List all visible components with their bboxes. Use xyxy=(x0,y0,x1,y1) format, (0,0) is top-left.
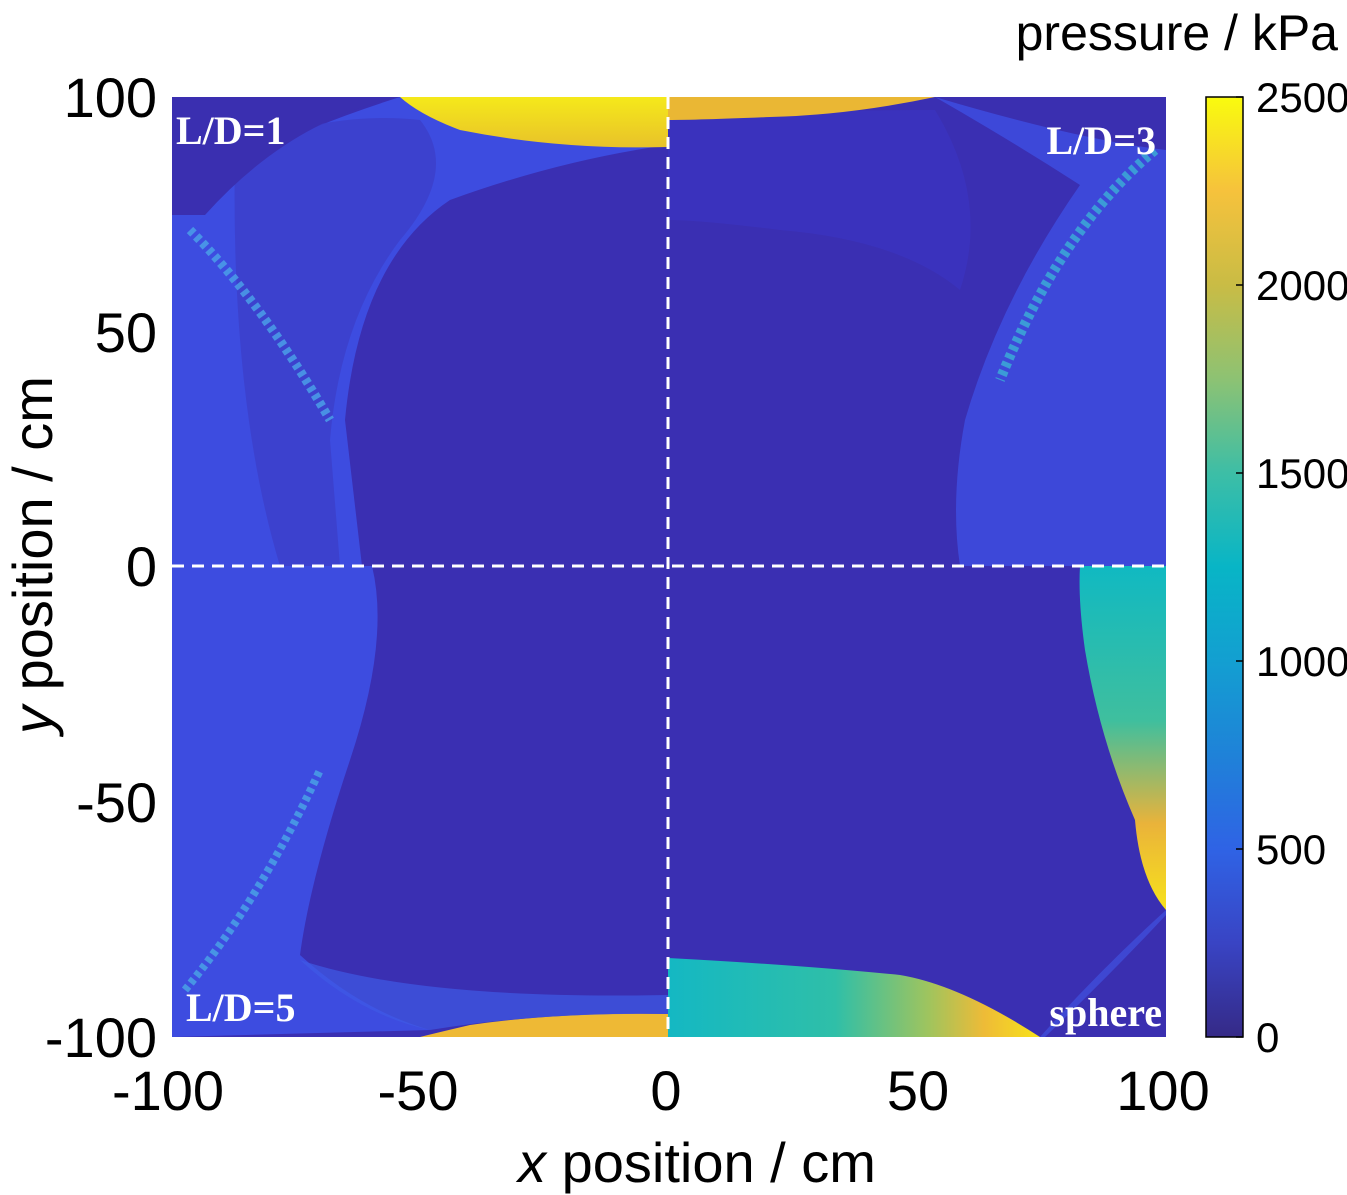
x-tick-label: 0 xyxy=(650,1059,681,1122)
y-axis-label-rest: position / cm xyxy=(1,376,64,706)
sphere-corner xyxy=(1045,915,1166,1037)
quadrant-label-ld3: L/D=3 xyxy=(1047,118,1156,163)
x-tick-label: 50 xyxy=(887,1059,949,1122)
x-axis-label: x position / cm xyxy=(515,1131,876,1194)
ld3-corner xyxy=(935,97,1166,150)
x-tick-label: -50 xyxy=(378,1059,459,1122)
y-tick-label: 50 xyxy=(95,301,157,364)
ld3-top-high-pressure xyxy=(668,97,935,120)
colorbar-tick-label: 0 xyxy=(1256,1014,1279,1061)
colorbar-ticks: 2500 2000 1500 1000 500 0 xyxy=(1236,74,1347,1061)
colorbar-tick-label: 2000 xyxy=(1256,262,1347,309)
ld5-bottom-band xyxy=(300,960,668,1030)
ld1-top-high-pressure xyxy=(400,97,668,148)
y-tick-label: -100 xyxy=(45,1006,157,1069)
colorbar-tick-label: 500 xyxy=(1256,826,1326,873)
ld1-corner xyxy=(172,97,400,215)
y-axis-label: y position / cm xyxy=(1,376,64,738)
y-axis: 100 50 0 -50 -100 xyxy=(45,66,157,1069)
ld3-shock-edge xyxy=(995,146,1159,382)
x-axis-label-rest: position / cm xyxy=(546,1131,876,1194)
ld1-shock-edge xyxy=(186,226,334,423)
colorbar-label: pressure / kPa xyxy=(1016,5,1339,61)
y-tick-label: -50 xyxy=(76,771,157,834)
x-tick-label: 100 xyxy=(1116,1059,1209,1122)
ld1-inner-region xyxy=(234,118,436,566)
colorbar-tick-label: 1000 xyxy=(1256,638,1347,685)
colorbar-tick-label: 1500 xyxy=(1256,450,1347,497)
colorbar: 2500 2000 1500 1000 500 0 pressure / kPa xyxy=(1016,5,1347,1061)
ld5-shock-front xyxy=(172,566,430,1037)
y-tick-label: 0 xyxy=(126,535,157,598)
colorbar-tick-label: 2500 xyxy=(1256,74,1347,121)
quadrant-label-ld1: L/D=1 xyxy=(176,108,285,153)
x-axis-variable: x xyxy=(515,1131,548,1194)
ld5-shock-edge xyxy=(181,768,324,993)
x-axis: -100 -50 0 50 100 xyxy=(112,1059,1210,1122)
sphere-right-front xyxy=(1079,566,1166,910)
colorbar-gradient xyxy=(1205,96,1244,1038)
quadrant-label-ld5: L/D=5 xyxy=(186,985,295,1030)
ld5-bottom-high-pressure xyxy=(420,1013,668,1037)
y-tick-label: 100 xyxy=(64,66,157,129)
quadrant-label-sphere: sphere xyxy=(1049,990,1162,1035)
sphere-bottom-front xyxy=(668,958,1040,1037)
y-axis-variable: y xyxy=(1,703,64,738)
ld3-shock-front xyxy=(935,97,1166,566)
x-tick-label: -100 xyxy=(112,1059,224,1122)
ld3-left-plane xyxy=(668,110,971,290)
